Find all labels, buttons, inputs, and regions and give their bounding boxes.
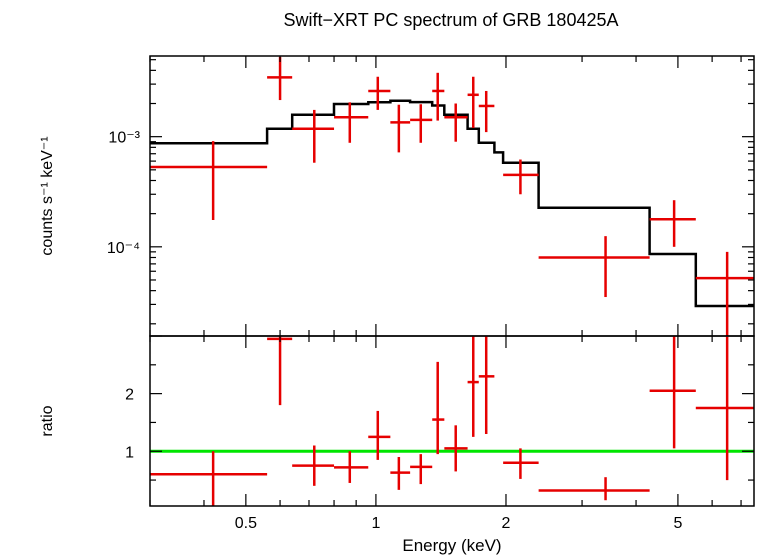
ratio-data-point — [649, 336, 696, 449]
spectrum-data-point — [503, 159, 539, 195]
ratio-data-point — [368, 410, 391, 460]
x-tick-labels: 0.5 1 2 5 — [235, 515, 683, 532]
spectrum-y-tick-label: 10⁻⁴ — [107, 240, 140, 257]
spectrum-data-point — [334, 102, 369, 143]
ratio-panel — [149, 335, 755, 507]
ratio-y-tick-labels: 12 — [125, 387, 134, 462]
spectrum-data-point — [538, 236, 650, 298]
ratio-axis-ticks — [149, 335, 754, 506]
spectrum-data-point — [292, 109, 335, 163]
ratio-y-tick-label: 2 — [125, 387, 134, 404]
ratio-y-tick-label: 1 — [125, 444, 134, 461]
ratio-panel-frame — [149, 335, 755, 507]
spectrum-data-point — [467, 76, 479, 128]
ratio-data-point — [267, 336, 293, 406]
ratio-y-axis-label: ratio — [39, 405, 56, 436]
spectrum-data-point — [649, 200, 696, 247]
spectrum-data-point — [444, 103, 468, 142]
ratio-data-point — [503, 448, 539, 479]
spectrum-data-point — [150, 141, 268, 221]
ratio-data-point — [444, 425, 468, 472]
spectrum-data-point — [410, 104, 433, 143]
ratio-data-point — [467, 336, 479, 437]
spectrum-data-points — [150, 56, 754, 336]
ratio-data-point — [410, 454, 433, 485]
spectrum-y-tick-label: 10⁻³ — [108, 130, 140, 147]
spectrum-data-point — [267, 56, 293, 101]
model-histogram — [150, 99, 754, 308]
ratio-data-point — [478, 336, 495, 434]
spectrum-data-point — [432, 72, 445, 121]
spectrum-axis-ticks — [149, 56, 754, 336]
spectrum-data-point — [695, 251, 754, 336]
ratio-data-point — [538, 477, 650, 501]
ratio-data-point — [432, 361, 445, 455]
spectrum-y-axis-label: counts s⁻¹ keV⁻¹ — [39, 136, 56, 255]
x-tick-label: 0.5 — [235, 515, 257, 532]
ratio-data-point — [390, 457, 411, 490]
x-axis-label: Energy (keV) — [402, 536, 501, 555]
spectrum-panel — [149, 55, 755, 337]
ratio-data-point — [695, 336, 754, 481]
ratio-data-point — [334, 451, 369, 483]
spectrum-data-point — [478, 90, 495, 133]
x-tick-label: 5 — [673, 515, 682, 532]
x-tick-label: 2 — [502, 515, 511, 532]
chart-title: Swift−XRT PC spectrum of GRB 180425A — [284, 10, 619, 30]
spectrum-data-point — [368, 76, 391, 110]
model-histogram-line — [150, 99, 754, 308]
spectrum-data-point — [390, 104, 411, 153]
spectrum-y-tick-labels: 10⁻³ 10⁻⁴ — [107, 130, 141, 257]
ratio-data-point — [150, 451, 268, 506]
spectrum-panel-frame — [149, 55, 755, 337]
ratio-data-points — [150, 336, 754, 506]
x-tick-label: 1 — [371, 515, 380, 532]
ratio-data-point — [292, 445, 335, 486]
